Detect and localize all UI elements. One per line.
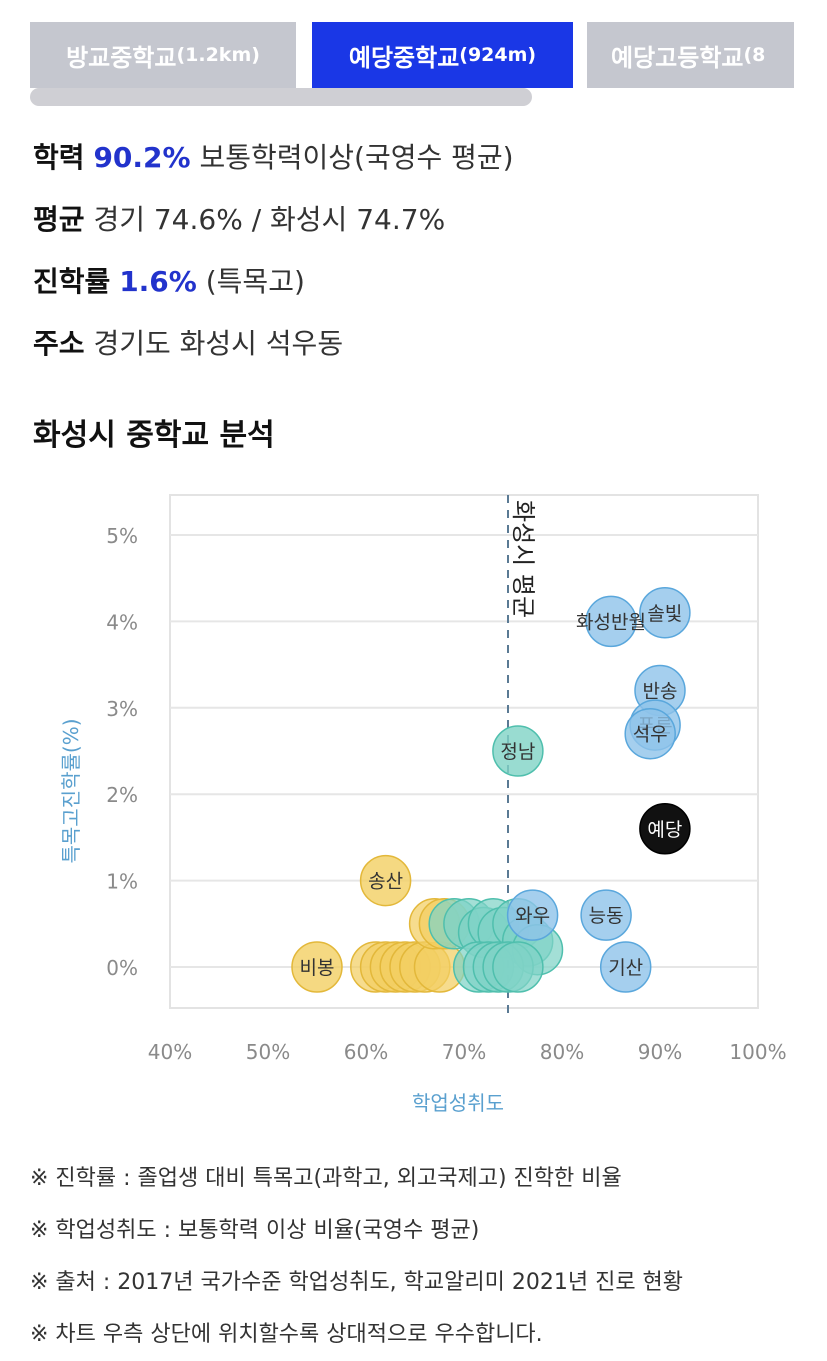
school-bubble[interactable] — [506, 889, 559, 941]
scatter-chart: 0% 1% 2% 3% 4% 5% 40% 50% 60% 70% 80% 90% 100% 학업성취도 특… — [59, 494, 787, 1115]
tab-distance: (8 — [743, 44, 766, 66]
note-source: ※ 출처 : 2017년 국가수준 학업성취도, 학교알리미 2021년 진로 … — [30, 1270, 684, 1295]
address-line: 주소 경기도 화성시 석우동 — [33, 322, 343, 362]
school-bubble-label: 정남 — [500, 741, 535, 763]
tab-label: 예당고등학교 — [611, 43, 744, 72]
school-bubble[interactable] — [492, 725, 544, 777]
advancement-desc: (특목고) — [205, 265, 305, 298]
school-bubble-label: 송산 — [368, 871, 403, 893]
y-tick-label: 2% — [106, 783, 138, 807]
y-tick-label: 4% — [106, 610, 138, 634]
school-bubble-label: 화성반월 — [576, 611, 646, 633]
y-axis-label: 특목고진학률(%) — [59, 718, 83, 863]
school-bubble-label: 솔빛 — [647, 603, 682, 625]
school-bubble[interactable] — [291, 941, 343, 993]
tab-distance: (924m) — [459, 44, 537, 66]
cluster-bubble — [492, 941, 544, 993]
x-tick-label: 80% — [540, 1040, 584, 1064]
y-tick-label: 1% — [106, 870, 138, 894]
x-tick-label: 40% — [148, 1040, 192, 1064]
school-bubble[interactable] — [639, 587, 691, 639]
address-text: 경기도 화성시 석우동 — [93, 327, 344, 360]
achievement-line: 학력 90.2% 보통학력이상(국영수 평균) — [33, 136, 514, 176]
advancement-value: 1.6% — [119, 265, 197, 298]
x-tick-label: 70% — [442, 1040, 486, 1064]
achievement-label: 학력 — [33, 141, 85, 174]
school-bubble[interactable] — [624, 707, 676, 760]
tabs-scrollbar[interactable] — [30, 88, 532, 106]
school-bubble[interactable] — [585, 595, 637, 648]
average-line: 평균 경기 74.6% / 화성시 74.7% — [33, 198, 445, 238]
school-tabs: 방교중학교 (1.2km) 예당중학교 (924m) 예당고등학교 (8 — [30, 22, 794, 88]
school-bubble-label: 반송 — [643, 681, 678, 703]
note-advancement: ※ 진학률 : 졸업생 대비 특목고(과학고, 외고국제고) 진학한 비율 — [30, 1166, 622, 1191]
section-title: 화성시 중학교 분석 — [33, 418, 275, 453]
note-achievement: ※ 학업성취도 : 보통학력 이상 비율(국영수 평균) — [30, 1218, 480, 1243]
school-bubble[interactable] — [580, 889, 632, 941]
y-tick-label: 0% — [106, 956, 138, 980]
average-label: 평균 — [33, 203, 85, 236]
x-axis-label: 학업성취도 — [412, 1091, 504, 1115]
address-label: 주소 — [33, 327, 85, 360]
tab-yedang-high[interactable]: 예당고등학교 (8 — [587, 22, 794, 88]
school-bubble[interactable] — [639, 803, 691, 855]
achievement-desc: 보통학력이상(국영수 평균) — [199, 141, 514, 174]
average-text: 경기 74.6% / 화성시 74.7% — [93, 203, 446, 236]
school-bubble-label: 비봉 — [300, 957, 335, 979]
school-bubble-label: 능동 — [589, 905, 624, 927]
school-bubble-label: 기산 — [608, 957, 643, 979]
x-tick-label: 50% — [246, 1040, 290, 1064]
tab-label: 예당중학교 — [348, 43, 460, 72]
advancement-label: 진학률 — [33, 265, 111, 298]
advancement-line: 진학률 1.6% (특목고) — [33, 260, 305, 300]
x-tick-label: 100% — [729, 1040, 786, 1064]
plot-frame — [169, 494, 759, 1009]
x-tick-label: 90% — [638, 1040, 682, 1064]
y-tick-label: 5% — [106, 524, 138, 548]
note-hint: ※ 차트 우측 상단에 위치할수록 상대적으로 우수합니다. — [30, 1322, 543, 1347]
school-bubble[interactable] — [359, 854, 412, 907]
school-bubble-label: 와우 — [515, 905, 550, 927]
tab-label: 방교중학교 — [66, 43, 177, 72]
tab-distance: (1.2km) — [176, 44, 260, 66]
reference-line-label: 화성시 평균 — [509, 500, 537, 618]
tab-banggyo-middle[interactable]: 방교중학교 (1.2km) — [30, 22, 296, 88]
achievement-value: 90.2% — [93, 141, 191, 174]
school-bubble-label: 예당 — [647, 819, 682, 841]
school-bubble[interactable] — [599, 941, 652, 993]
school-bubble-label: 석우 — [633, 724, 668, 746]
x-tick-label: 60% — [344, 1040, 388, 1064]
y-tick-label: 3% — [106, 697, 138, 721]
tab-yedang-middle[interactable]: 예당중학교 (924m) — [312, 22, 573, 88]
